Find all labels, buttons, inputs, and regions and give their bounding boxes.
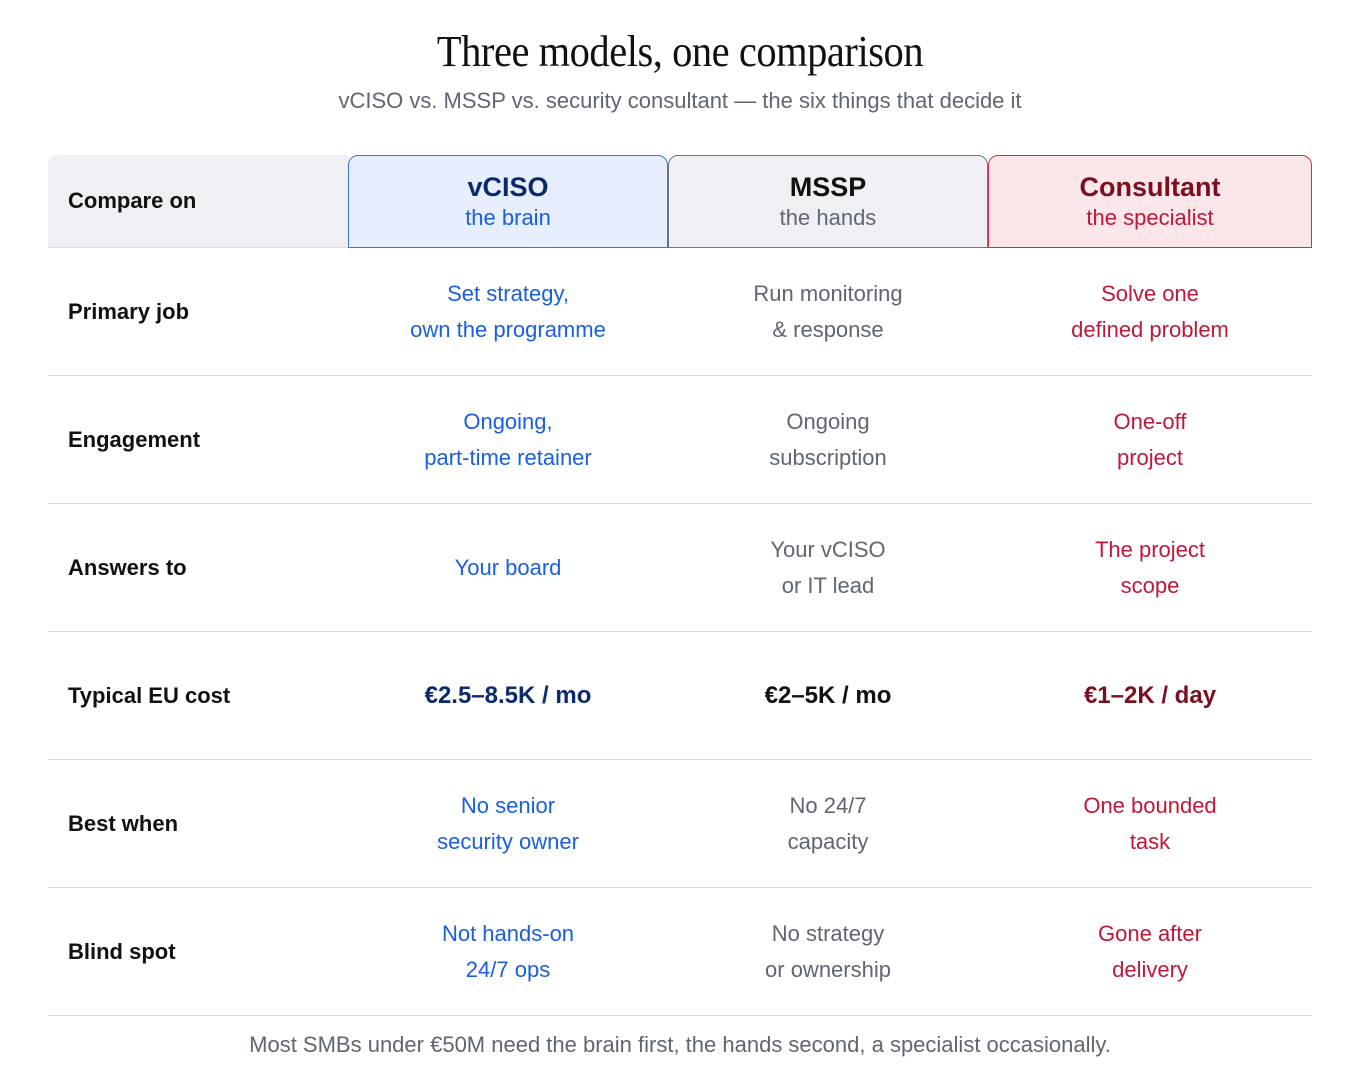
- cell-line: One bounded: [1083, 793, 1217, 818]
- table-row-blind-spot: Blind spot Not hands-on 24/7 ops No stra…: [48, 888, 1312, 1016]
- cell-line: Run monitoring: [753, 281, 903, 306]
- cell-line: Your vCISO: [770, 537, 886, 562]
- cell-line: or ownership: [765, 957, 891, 982]
- header-vciso-tagline: the brain: [465, 204, 551, 230]
- cell-vciso: Ongoing, part-time retainer: [348, 376, 668, 504]
- cell-mssp: Ongoing subscription: [668, 376, 988, 504]
- header-vciso-name: vCISO: [467, 171, 549, 202]
- compare-on-label: Compare on: [48, 155, 348, 247]
- cell-mssp: Run monitoring & response: [668, 248, 988, 376]
- cell-line: The project: [1094, 537, 1206, 562]
- cell-line: Ongoing: [786, 409, 870, 434]
- cell-line: capacity: [787, 829, 869, 854]
- page-subtitle: vCISO vs. MSSP vs. security consultant —…: [338, 88, 1022, 113]
- page-title: Three models, one comparison: [436, 27, 924, 76]
- row-label: Blind spot: [68, 939, 176, 964]
- header-mssp-name: MSSP: [789, 171, 867, 202]
- cell-vciso: Your board: [348, 504, 668, 632]
- cell-line: part-time retainer: [424, 445, 592, 470]
- cell-line: & response: [772, 317, 884, 342]
- cell-mssp: €2–5K / mo: [668, 632, 988, 760]
- cell-line: security owner: [437, 829, 579, 854]
- header-consultant-name: Consultant: [1079, 171, 1221, 202]
- row-label: Answers to: [68, 555, 187, 580]
- table-row-answers-to: Answers to Your board Your vCISO or IT l…: [48, 504, 1312, 632]
- cell-line: Set strategy,: [447, 281, 569, 306]
- cell-line: Not hands-on: [441, 921, 575, 946]
- table-header: Compare on vCISO the brain MSSP the hand…: [48, 155, 1312, 248]
- cell-line: €1–2K / day: [1083, 682, 1217, 709]
- header-vciso: vCISO the brain: [348, 155, 668, 248]
- cell-line: scope: [1120, 573, 1180, 598]
- cell-line: Gone after: [1098, 921, 1202, 946]
- cell-line: One-off: [1113, 409, 1187, 434]
- cell-vciso: Not hands-on 24/7 ops: [348, 888, 668, 1016]
- header-consultant-tagline: the specialist: [1086, 204, 1214, 230]
- table-row-typical-eu-cost: Typical EU cost €2.5–8.5K / mo €2–5K / m…: [48, 632, 1312, 760]
- cell-vciso: No senior security owner: [348, 760, 668, 888]
- cell-line: defined problem: [1071, 317, 1229, 342]
- cell-line: €2.5–8.5K / mo: [424, 682, 592, 709]
- cell-line: Your board: [454, 555, 562, 580]
- cell-consultant: Gone after delivery: [988, 888, 1312, 1016]
- row-label: Engagement: [68, 427, 201, 452]
- cell-consultant: €1–2K / day: [988, 632, 1312, 760]
- cell-mssp: No 24/7 capacity: [668, 760, 988, 888]
- cell-line: project: [1116, 445, 1184, 470]
- header-consultant: Consultant the specialist: [988, 155, 1312, 248]
- cell-line: subscription: [769, 445, 887, 470]
- cell-line: delivery: [1112, 957, 1188, 982]
- cell-mssp: Your vCISO or IT lead: [668, 504, 988, 632]
- header-mssp-tagline: the hands: [779, 204, 877, 230]
- cell-consultant: The project scope: [988, 504, 1312, 632]
- footer-note: Most SMBs under €50M need the brain firs…: [249, 1032, 1111, 1057]
- cell-line: or IT lead: [781, 573, 875, 598]
- cell-line: 24/7 ops: [465, 957, 551, 982]
- cell-vciso: €2.5–8.5K / mo: [348, 632, 668, 760]
- header-mssp: MSSP the hands: [668, 155, 988, 248]
- cell-line: No 24/7: [789, 793, 867, 818]
- cell-line: No strategy: [771, 921, 885, 946]
- cell-line: No senior: [460, 793, 556, 818]
- cell-consultant: One bounded task: [988, 760, 1312, 888]
- table-row-engagement: Engagement Ongoing, part-time retainer O…: [48, 376, 1312, 504]
- cell-consultant: Solve one defined problem: [988, 248, 1312, 376]
- comparison-table: Compare on vCISO the brain MSSP the hand…: [48, 155, 1312, 1016]
- table-row-best-when: Best when No senior security owner No 24…: [48, 760, 1312, 888]
- cell-mssp: No strategy or ownership: [668, 888, 988, 1016]
- cell-line: own the programme: [410, 317, 606, 342]
- row-label: Typical EU cost: [68, 683, 231, 708]
- row-label: Best when: [68, 811, 179, 836]
- cell-vciso: Set strategy, own the programme: [348, 248, 668, 376]
- cell-line: task: [1129, 829, 1171, 854]
- cell-line: Ongoing,: [463, 409, 553, 434]
- row-label: Primary job: [68, 299, 190, 324]
- cell-line: €2–5K / mo: [764, 682, 892, 709]
- cell-consultant: One-off project: [988, 376, 1312, 504]
- table-row-primary-job: Primary job Set strategy, own the progra…: [48, 248, 1312, 376]
- cell-line: Solve one: [1101, 281, 1199, 306]
